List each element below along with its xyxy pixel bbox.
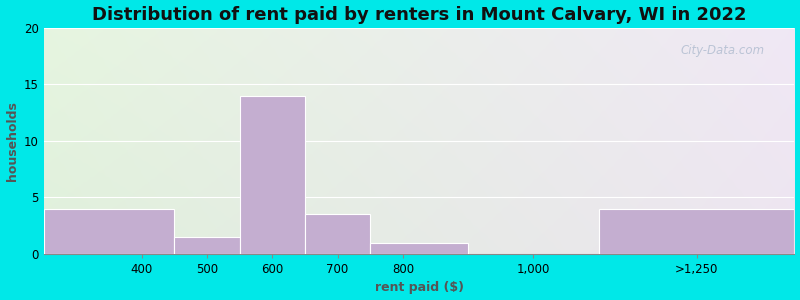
Text: City-Data.com: City-Data.com [680,44,765,57]
Title: Distribution of rent paid by renters in Mount Calvary, WI in 2022: Distribution of rent paid by renters in … [92,6,746,24]
Bar [174,237,240,254]
Bar [44,209,174,254]
Bar [240,96,305,254]
Y-axis label: households: households [6,101,18,181]
Bar [598,209,794,254]
Bar [370,243,468,254]
X-axis label: rent paid ($): rent paid ($) [374,281,464,294]
Bar [305,214,370,254]
